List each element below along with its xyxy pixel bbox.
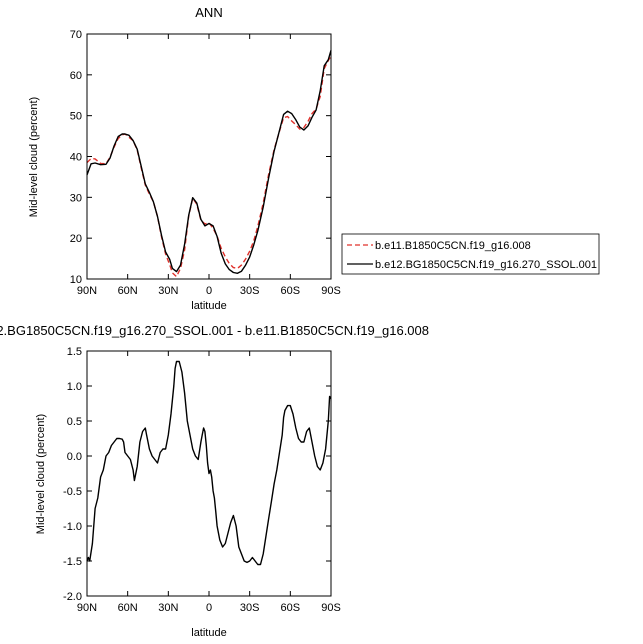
legend: b.e11.B1850C5CN.f19_g16.008 b.e12.BG1850… [341,233,600,275]
top-y-tick-label: 30 [70,192,82,204]
top-x-tick-label: 90N [77,285,97,297]
top-x-tick-label: 60N [118,285,138,297]
bottom-y-axis-label: Mid-level cloud (percent) [35,414,47,534]
top-y-tick-label: 10 [70,274,82,286]
bottom-chart-title: b.e12.BG1850C5CN.f19_g16.270_SSOL.001 - … [0,323,429,338]
bottom-y-tick-label: -1.0 [63,521,82,533]
bottom-series-line-0 [86,360,332,566]
bottom-x-tick-label: 90S [321,602,341,614]
top-y-tick-label: 50 [70,111,82,123]
top-x-tick-label: 30N [158,285,178,297]
bottom-x-tick-label: 60N [118,602,138,614]
top-x-tick-label: 90S [321,285,341,297]
top-series-line-0 [86,55,332,278]
top-plot-frame [86,33,332,280]
legend-box [341,233,600,275]
top-chart-title: ANN [195,5,222,20]
bottom-x-tick-label: 0 [206,602,212,614]
legend-label-experiment: b.e12.BG1850C5CN.f19_g16.270_SSOL.001 [375,259,597,271]
top-x-tick-label: 0 [206,285,212,297]
bottom-series-group [86,360,332,566]
top-x-tick-label: 60S [281,285,301,297]
bottom-x-tick-label: 60S [281,602,301,614]
top-panel: ANN 90N 60N 30N 0 30S 60S 90S 10 20 30 40 50 60 70 la… [28,5,341,312]
bottom-x-axis-label: latitude [191,627,226,639]
top-axis-ticks: 90N 60N 30N 0 30S 60S 90S 10 20 30 40 50 60 70 [70,29,341,297]
top-x-axis-label: latitude [191,300,226,312]
bottom-y-tick-label: 1.5 [67,346,82,358]
top-y-tick-label: 60 [70,70,82,82]
top-y-tick-label: 40 [70,152,82,164]
bottom-x-tick-label: 90N [77,602,97,614]
bottom-x-tick-label: 30N [158,602,178,614]
bottom-y-tick-label: -2.0 [63,591,82,603]
top-series-line-1 [86,50,332,274]
top-y-tick-label: 70 [70,29,82,41]
top-y-tick-label: 20 [70,233,82,245]
bottom-x-tick-label: 30S [240,602,260,614]
bottom-y-tick-label: -1.5 [63,556,82,568]
bottom-panel: b.e12.BG1850C5CN.f19_g16.270_SSOL.001 - … [0,323,429,639]
top-series-group [86,50,332,278]
top-x-tick-label: 30S [240,285,260,297]
top-y-axis-label: Mid-level cloud (percent) [28,97,40,217]
bottom-y-tick-label: 1.0 [67,381,82,393]
legend-label-control: b.e11.B1850C5CN.f19_g16.008 [375,240,531,252]
bottom-y-tick-label: 0.5 [67,416,82,428]
bottom-y-tick-label: 0.0 [67,451,82,463]
bottom-axis-ticks: 90N 60N 30N 0 30S 60S 90S -2.0 -1.5 -1.0 -0.5 0.0 0.… [63,346,341,614]
bottom-y-tick-label: -0.5 [63,486,82,498]
